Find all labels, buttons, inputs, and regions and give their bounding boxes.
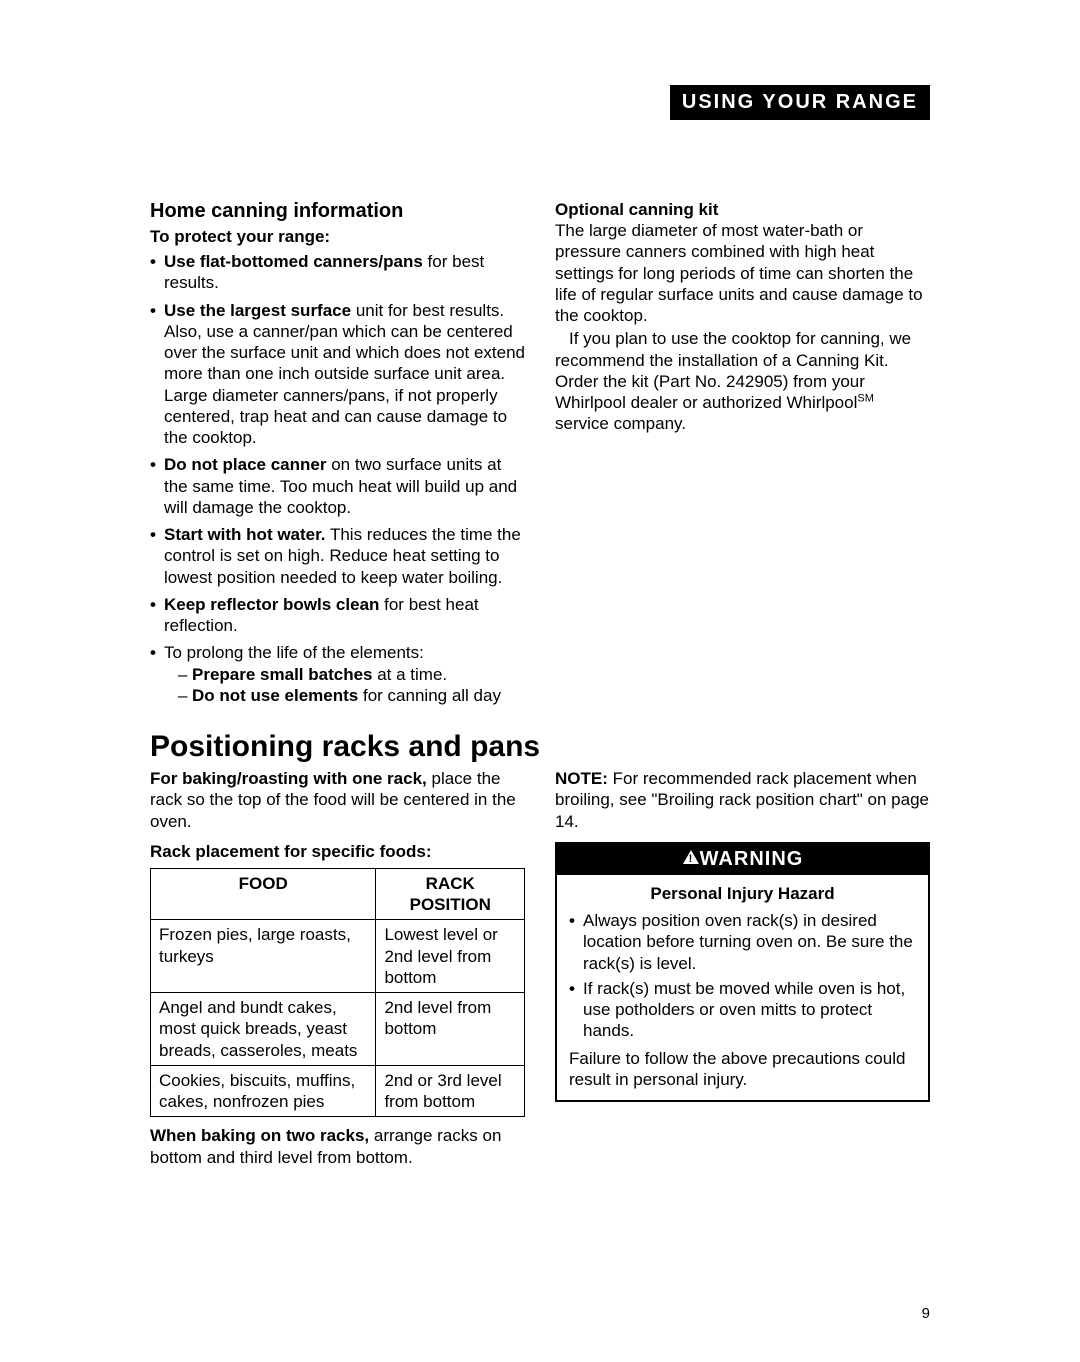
warning-bullet-1: Always position oven rack(s) in desired …	[569, 910, 916, 974]
canning-bullet-2: Use the largest surface unit for best re…	[150, 300, 525, 449]
b2-rest: unit for best results. Also, use a canne…	[164, 301, 525, 448]
canning-bullet-3: Do not place canner on two surface units…	[150, 454, 525, 518]
warning-triangle-icon: !	[682, 848, 700, 871]
col-position: RACK POSITION	[376, 868, 525, 920]
canning-bullet-list: Use flat-bottomed canners/pans for best …	[150, 251, 525, 706]
warning-box: ! WARNING Personal Injury Hazard Always …	[555, 842, 930, 1102]
canning-left-col: Home canning information To protect your…	[150, 200, 525, 712]
col-food: FOOD	[151, 868, 376, 920]
positioning-heading: Positioning racks and pans	[150, 730, 930, 764]
cell-pos-1: 2nd level from bottom	[376, 993, 525, 1066]
b5-bold: Keep reflector bowls clean	[164, 595, 379, 614]
b2-bold: Use the largest surface	[164, 301, 351, 320]
positioning-right-col: NOTE: For recommended rack placement whe…	[555, 768, 930, 1168]
canning-bullet-6: To prolong the life of the elements: Pre…	[150, 642, 525, 706]
s2-bold: Do not use elements	[192, 686, 358, 705]
canning-right-col: Optional canning kit The large diameter …	[555, 200, 930, 712]
positioning-left-col: For baking/roasting with one rack, place…	[150, 768, 525, 1168]
note-text: NOTE: For recommended rack placement whe…	[555, 768, 930, 832]
note-rest: For recommended rack placement when broi…	[555, 769, 929, 831]
warning-header-text: WARNING	[700, 848, 804, 870]
table-row: Cookies, biscuits, muffins, cakes, nonfr…	[151, 1065, 525, 1117]
sub-dash-2: Do not use elements for canning all day	[164, 685, 525, 706]
warning-footer: Failure to follow the above precautions …	[569, 1048, 916, 1091]
protect-label: To protect your range:	[150, 227, 525, 247]
positioning-columns: For baking/roasting with one rack, place…	[150, 768, 930, 1168]
kit-p2b: service company.	[555, 414, 686, 433]
b6-text: To prolong the life of the elements:	[164, 643, 424, 662]
table-row: Frozen pies, large roasts, turkeys Lowes…	[151, 920, 525, 993]
one-rack-bold: For baking/roasting with one rack,	[150, 769, 427, 788]
svg-text:!: !	[688, 853, 693, 865]
warning-body: Personal Injury Hazard Always position o…	[557, 875, 928, 1100]
cell-food-2: Cookies, biscuits, muffins, cakes, nonfr…	[151, 1065, 376, 1117]
warning-bullet-2: If rack(s) must be moved while oven is h…	[569, 978, 916, 1042]
rack-table: FOOD RACK POSITION Frozen pies, large ro…	[150, 868, 525, 1118]
b4-bold: Start with hot water.	[164, 525, 326, 544]
header-banner: USING YOUR RANGE	[670, 85, 930, 120]
page-number: 9	[922, 1305, 930, 1322]
table-row: Angel and bundt cakes, most quick breads…	[151, 993, 525, 1066]
two-racks-text: When baking on two racks, arrange racks …	[150, 1125, 525, 1168]
cell-pos-2: 2nd or 3rd level from bottom	[376, 1065, 525, 1117]
warning-subtitle: Personal Injury Hazard	[569, 883, 916, 904]
cell-food-0: Frozen pies, large roasts, turkeys	[151, 920, 376, 993]
kit-p1: The large diameter of most water-bath or…	[555, 220, 930, 326]
canning-bullet-4: Start with hot water. This reduces the t…	[150, 524, 525, 588]
kit-p2: If you plan to use the cooktop for canni…	[555, 328, 930, 434]
rack-placement-label: Rack placement for specific foods:	[150, 842, 525, 862]
warning-bullets: Always position oven rack(s) in desired …	[569, 910, 916, 1042]
s2-rest: for canning all day	[358, 686, 501, 705]
sub-dash-1: Prepare small batches at a time.	[164, 664, 525, 685]
kit-title: Optional canning kit	[555, 200, 930, 220]
note-bold: NOTE:	[555, 769, 608, 788]
two-racks-bold: When baking on two racks,	[150, 1126, 369, 1145]
one-rack-text: For baking/roasting with one rack, place…	[150, 768, 525, 832]
canning-heading: Home canning information	[150, 200, 525, 223]
canning-bullet-5: Keep reflector bowls clean for best heat…	[150, 594, 525, 637]
b1-bold: Use flat-bottomed canners/pans	[164, 252, 423, 271]
s1-bold: Prepare small batches	[192, 665, 372, 684]
cell-pos-0: Lowest level or 2nd level from bottom	[376, 920, 525, 993]
canning-bullet-1: Use flat-bottomed canners/pans for best …	[150, 251, 525, 294]
canning-columns: Home canning information To protect your…	[150, 200, 930, 712]
warning-header: ! WARNING	[557, 844, 928, 875]
b3-bold: Do not place canner	[164, 455, 326, 474]
s1-rest: at a time.	[372, 665, 447, 684]
kit-sm: SM	[857, 392, 874, 404]
cell-food-1: Angel and bundt cakes, most quick breads…	[151, 993, 376, 1066]
